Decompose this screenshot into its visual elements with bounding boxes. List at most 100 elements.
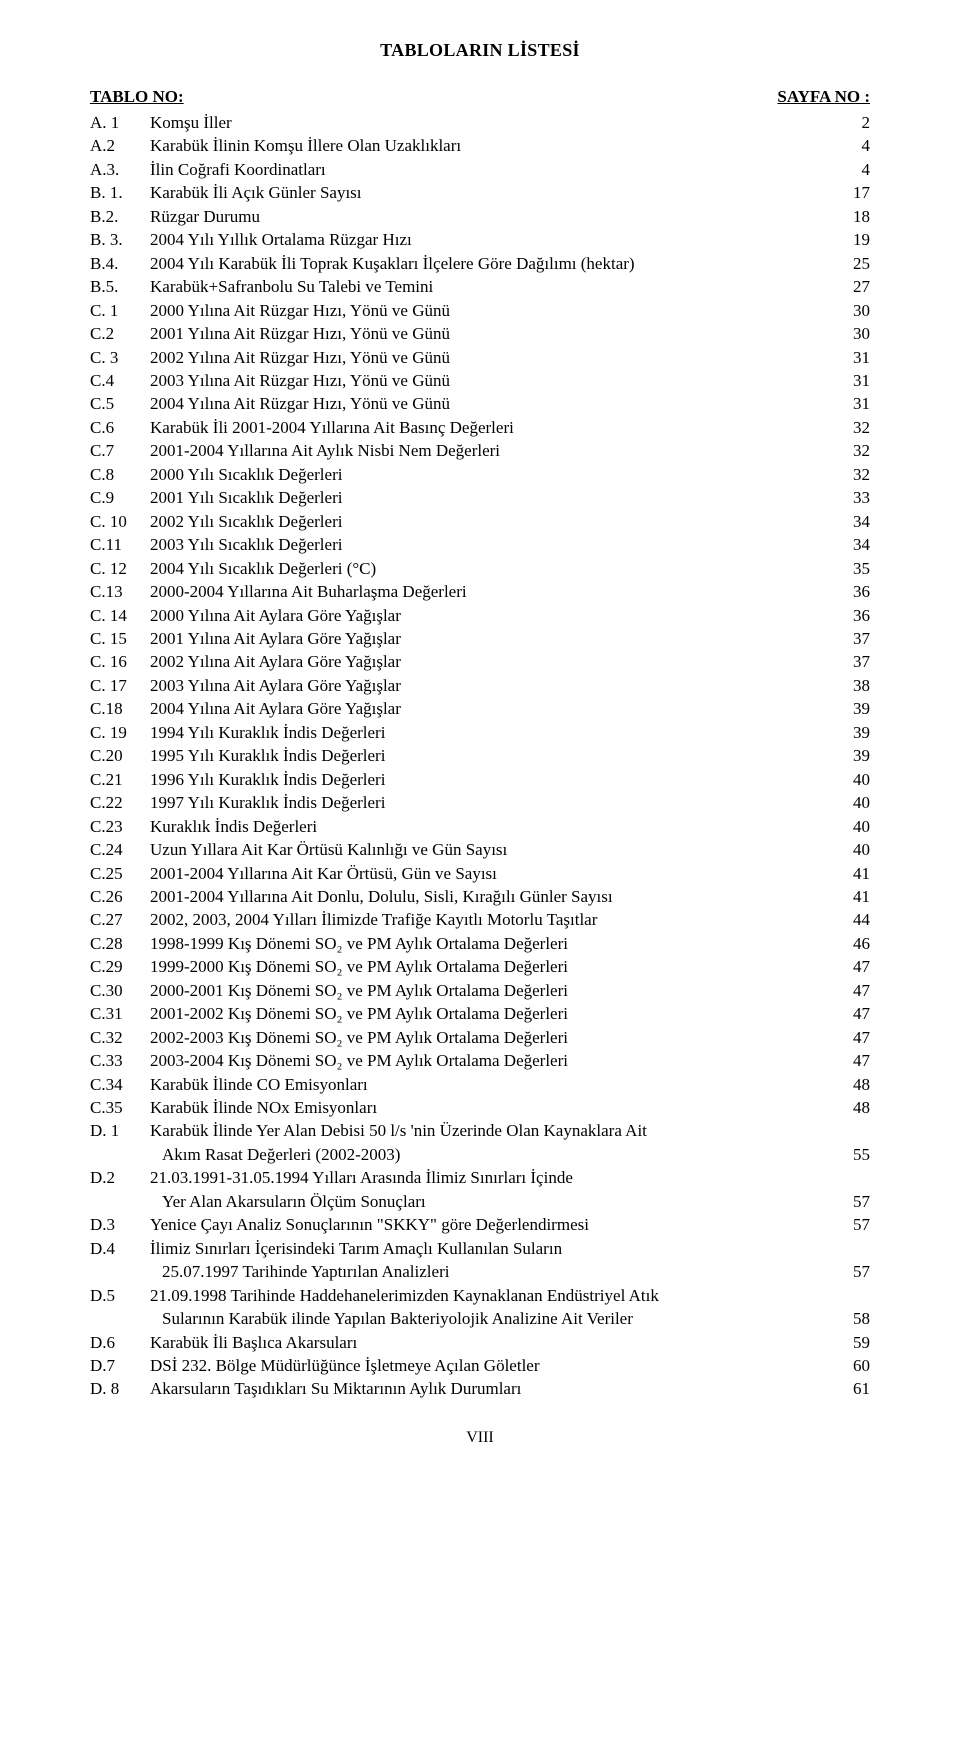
entry-page: 35 [834,557,870,580]
entry-description: 2004 Yılına Ait Aylara Göre Yağışlar [150,697,834,720]
table-entry: C.23Kuraklık İndis Değerleri40 [90,815,870,838]
entry-description: 2002-2003 Kış Dönemi SO₂ ve PM Aylık Ort… [150,1026,834,1049]
table-entry: D. 8Akarsuların Taşıdıkları Su Miktarını… [90,1377,870,1400]
entry-id: D. 1 [90,1119,150,1142]
table-entry: D.7DSİ 232. Bölge Müdürlüğünce İşletmeye… [90,1354,870,1377]
entry-id: D.6 [90,1331,150,1354]
entry-page: 30 [834,322,870,345]
entry-description: Akarsuların Taşıdıkları Su Miktarının Ay… [150,1377,834,1400]
table-entry: D.521.09.1998 Tarihinde Haddehanelerimiz… [90,1284,870,1307]
entry-id: C.6 [90,416,150,439]
table-entry: D.6Karabük İli Başlıca Akarsuları59 [90,1331,870,1354]
table-entry: C.272002, 2003, 2004 Yılları İlimizde Tr… [90,908,870,931]
entry-page: 25 [834,252,870,275]
entry-page: 48 [834,1073,870,1096]
entry-id: C.21 [90,768,150,791]
entry-page: 32 [834,439,870,462]
entry-page: 57 [834,1260,870,1283]
entry-id: A.2 [90,134,150,157]
page-title: TABLOLARIN LİSTESİ [90,40,870,61]
table-entry: C.252001-2004 Yıllarına Ait Kar Örtüsü, … [90,862,870,885]
table-entry: B. 3.2004 Yılı Yıllık Ortalama Rüzgar Hı… [90,228,870,251]
entry-page: 31 [834,392,870,415]
entry-id: C. 10 [90,510,150,533]
table-entry: C.312001-2002 Kış Dönemi SO₂ ve PM Aylık… [90,1002,870,1025]
table-entry: C.281998-1999 Kış Dönemi SO₂ ve PM Aylık… [90,932,870,955]
entry-page: 40 [834,838,870,861]
entry-page: 37 [834,650,870,673]
entry-description: 2000 Yılına Ait Rüzgar Hızı, Yönü ve Gün… [150,299,834,322]
entry-id: C.7 [90,439,150,462]
entry-id: C. 3 [90,346,150,369]
entry-page: 57 [834,1190,870,1213]
entry-page: 41 [834,885,870,908]
entry-id: C.30 [90,979,150,1002]
entry-description: Uzun Yıllara Ait Kar Örtüsü Kalınlığı ve… [150,838,834,861]
entry-id: C.32 [90,1026,150,1049]
table-entry: C.72001-2004 Yıllarına Ait Aylık Nisbi N… [90,439,870,462]
entry-page: 36 [834,604,870,627]
entry-page: 40 [834,768,870,791]
entry-description: 2003 Yılı Sıcaklık Değerleri [150,533,834,556]
entry-page: 27 [834,275,870,298]
entry-page: 61 [834,1377,870,1400]
entry-page: 31 [834,369,870,392]
entry-id: C.25 [90,862,150,885]
entry-description: Sularının Karabük ilinde Yapılan Bakteri… [90,1307,834,1330]
entry-id: D. 8 [90,1377,150,1400]
table-entry: C.302000-2001 Kış Dönemi SO₂ ve PM Aylık… [90,979,870,1002]
entry-id: C. 17 [90,674,150,697]
table-entry: A.3.İlin Coğrafi Koordinatları4 [90,158,870,181]
entry-page: 40 [834,815,870,838]
entry-id: C.27 [90,908,150,931]
table-entry: 25.07.1997 Tarihinde Yaptırılan Analizle… [90,1260,870,1283]
entry-description: 2001-2004 Yıllarına Ait Aylık Nisbi Nem … [150,439,834,462]
entry-description: 2002, 2003, 2004 Yılları İlimizde Trafiğ… [150,908,834,931]
entry-id: C.4 [90,369,150,392]
table-entry: C. 172003 Yılına Ait Aylara Göre Yağışla… [90,674,870,697]
entry-id: C.22 [90,791,150,814]
entry-description: Karabük İlinin Komşu İllere Olan Uzaklık… [150,134,834,157]
entry-description: 2001 Yılı Sıcaklık Değerleri [150,486,834,509]
entry-page: 58 [834,1307,870,1330]
table-entry: Akım Rasat Değerleri (2002-2003)55 [90,1143,870,1166]
entry-page: 34 [834,510,870,533]
table-entry: C. 162002 Yılına Ait Aylara Göre Yağışla… [90,650,870,673]
table-entry: C. 191994 Yılı Kuraklık İndis Değerleri3… [90,721,870,744]
table-entry: Sularının Karabük ilinde Yapılan Bakteri… [90,1307,870,1330]
entry-description: 2001-2004 Yıllarına Ait Donlu, Dolulu, S… [150,885,834,908]
entry-page: 47 [834,1026,870,1049]
entry-page: 55 [834,1143,870,1166]
entry-page: 60 [834,1354,870,1377]
entry-page: 57 [834,1213,870,1236]
entry-description: Kuraklık İndis Değerleri [150,815,834,838]
entry-id: C.23 [90,815,150,838]
entry-page: 48 [834,1096,870,1119]
entry-page: 36 [834,580,870,603]
entry-description: Karabük İlinde NOx Emisyonları [150,1096,834,1119]
header-right: SAYFA NO : [777,87,870,107]
table-entry: C.221997 Yılı Kuraklık İndis Değerleri40 [90,791,870,814]
entry-id: C. 1 [90,299,150,322]
entry-description: 21.09.1998 Tarihinde Haddehanelerimizden… [150,1284,834,1307]
entry-description: 2003 Yılına Ait Aylara Göre Yağışlar [150,674,834,697]
entry-page: 34 [834,533,870,556]
entry-id: D.4 [90,1237,150,1260]
entry-description: Rüzgar Durumu [150,205,834,228]
entry-description: İlimiz Sınırları İçerisindeki Tarım Amaç… [150,1237,834,1260]
table-entry: C.52004 Yılına Ait Rüzgar Hızı, Yönü ve … [90,392,870,415]
entry-id: C.18 [90,697,150,720]
entry-id: C. 19 [90,721,150,744]
table-entry: C.82000 Yılı Sıcaklık Değerleri32 [90,463,870,486]
entry-description: 2000 Yılına Ait Aylara Göre Yağışlar [150,604,834,627]
entry-description: 1999-2000 Kış Dönemi SO₂ ve PM Aylık Ort… [150,955,834,978]
entry-page: 31 [834,346,870,369]
entry-description: 2004 Yılı Yıllık Ortalama Rüzgar Hızı [150,228,834,251]
page-container: TABLOLARIN LİSTESİ TABLO NO: SAYFA NO : … [0,0,960,1497]
entry-description: 2004 Yılı Karabük İli Toprak Kuşakları İ… [150,252,834,275]
entry-description: Yenice Çayı Analiz Sonuçlarının "SKKY" g… [150,1213,834,1236]
entry-page: 44 [834,908,870,931]
table-entry: A.2Karabük İlinin Komşu İllere Olan Uzak… [90,134,870,157]
entry-id: C. 14 [90,604,150,627]
entry-description: 2002 Yılına Ait Aylara Göre Yağışlar [150,650,834,673]
